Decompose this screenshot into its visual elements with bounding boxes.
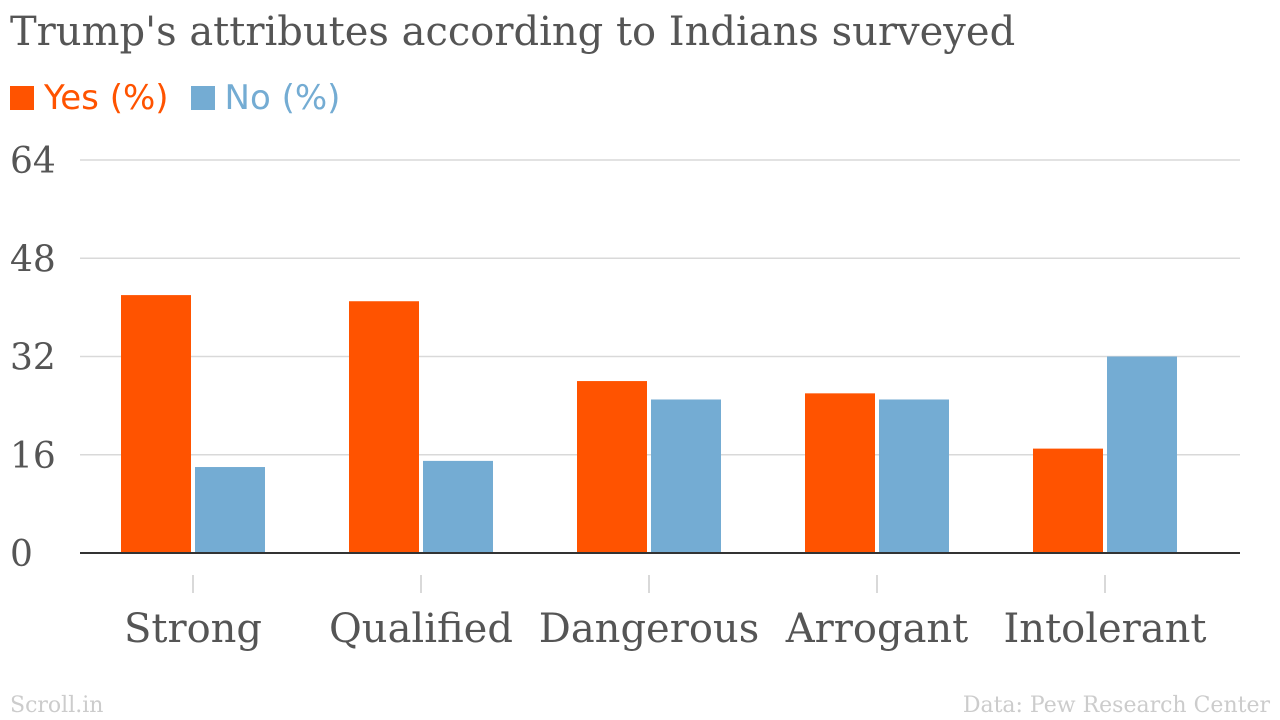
legend-item-no: No (%): [190, 78, 341, 118]
y-tick-label-16: 16: [10, 436, 56, 477]
legend-swatch-yes: [10, 86, 34, 110]
y-tick-label-64: 64: [10, 141, 56, 182]
footer-source-right: Data: Pew Research Center: [962, 693, 1270, 718]
bar-strong-no: [195, 467, 265, 553]
chart-title: Trump's attributes according to Indians …: [10, 9, 1016, 55]
x-tick-label-dangerous: Dangerous: [539, 606, 759, 652]
bar-qualified-yes: [349, 301, 419, 553]
bar-intolerant-yes: [1033, 448, 1103, 553]
legend-item-yes: Yes (%): [10, 78, 169, 118]
x-tick-label-qualified: Qualified: [329, 606, 513, 652]
x-tick-label-intolerant: Intolerant: [1004, 606, 1207, 652]
legend-label-yes: Yes (%): [44, 78, 169, 118]
y-tick-label-32: 32: [10, 338, 56, 379]
y-tick-label-48: 48: [10, 239, 56, 280]
x-tick-label-arrogant: Arrogant: [785, 606, 969, 652]
x-tick-label-strong: Strong: [124, 606, 262, 652]
footer-source-left: Scroll.in: [10, 693, 104, 718]
bar-strong-yes: [121, 295, 191, 553]
legend: Yes (%) No (%): [10, 76, 362, 120]
bar-arrogant-yes: [805, 393, 875, 553]
bar-arrogant-no: [879, 399, 949, 553]
y-tick-label-0: 0: [10, 534, 33, 575]
legend-swatch-no: [190, 86, 215, 110]
bar-dangerous-no: [651, 399, 721, 553]
bar-intolerant-no: [1107, 356, 1177, 553]
legend-label-no: No (%): [224, 78, 341, 118]
bar-qualified-no: [423, 460, 493, 553]
bar-dangerous-yes: [577, 381, 647, 553]
